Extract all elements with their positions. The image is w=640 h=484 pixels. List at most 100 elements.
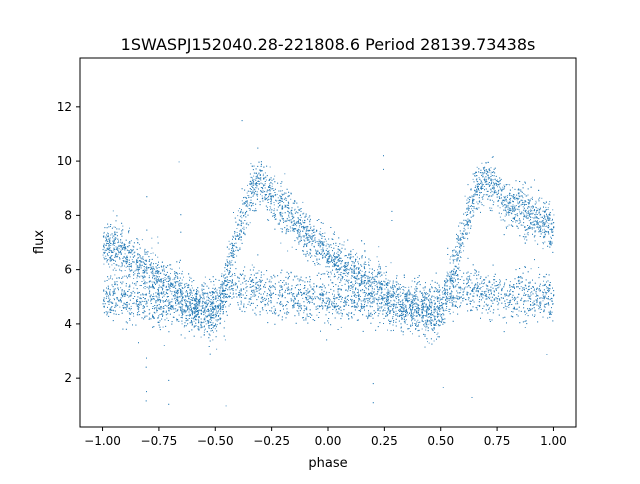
data-point	[226, 256, 228, 258]
data-point	[119, 270, 121, 271]
data-point	[174, 285, 176, 287]
data-point	[526, 215, 527, 217]
data-point	[224, 270, 226, 272]
data-point	[483, 205, 485, 207]
data-point	[149, 290, 151, 292]
data-point	[280, 228, 282, 230]
data-point	[502, 186, 504, 188]
data-point	[499, 198, 501, 199]
data-point	[224, 320, 226, 322]
data-point	[157, 279, 158, 281]
data-point	[232, 235, 234, 237]
data-point	[266, 197, 268, 199]
data-point	[250, 196, 252, 198]
data-point	[377, 309, 378, 311]
data-point	[175, 290, 177, 292]
data-point	[363, 264, 365, 266]
data-point	[113, 245, 115, 246]
data-point	[251, 177, 253, 179]
data-point	[111, 258, 113, 260]
data-point	[442, 303, 444, 305]
data-point	[313, 228, 315, 230]
data-point	[157, 264, 159, 266]
data-point	[526, 218, 528, 219]
data-point	[524, 238, 526, 240]
data-point	[510, 208, 512, 210]
data-point	[343, 241, 345, 243]
data-point	[524, 200, 526, 202]
data-point	[430, 312, 432, 314]
data-point	[155, 279, 157, 281]
data-point	[457, 237, 459, 239]
data-point	[145, 263, 147, 265]
data-point	[494, 190, 496, 191]
data-point	[458, 266, 460, 268]
data-point	[493, 189, 495, 191]
data-point	[455, 251, 457, 253]
data-point	[331, 257, 333, 259]
data-point	[499, 207, 501, 209]
data-point	[136, 259, 138, 261]
data-point	[322, 249, 324, 251]
data-point	[118, 245, 120, 247]
data-point	[503, 209, 505, 211]
data-point	[372, 293, 374, 294]
data-point	[181, 279, 183, 281]
data-point	[271, 200, 272, 202]
data-point	[125, 275, 127, 277]
data-point	[120, 266, 122, 268]
data-point	[358, 273, 359, 275]
data-point	[347, 269, 349, 271]
data-point	[446, 271, 448, 273]
data-point	[267, 189, 269, 191]
data-point	[322, 244, 324, 246]
data-point	[147, 251, 149, 253]
data-point	[448, 295, 450, 297]
data-point	[363, 263, 365, 265]
data-point	[144, 251, 146, 253]
data-point	[176, 297, 178, 299]
data-point	[358, 272, 360, 274]
data-point	[364, 282, 366, 284]
data-point	[176, 289, 178, 291]
data-point	[302, 220, 303, 222]
data-point	[247, 203, 249, 205]
data-point	[473, 206, 475, 208]
data-point	[274, 212, 275, 214]
data-point	[222, 306, 224, 308]
data-point	[150, 262, 152, 264]
data-point	[163, 345, 165, 346]
data-point	[193, 298, 195, 300]
data-point	[215, 326, 217, 328]
data-point	[331, 256, 333, 258]
data-point	[344, 255, 346, 257]
data-point	[243, 231, 245, 233]
data-point	[497, 184, 499, 186]
data-point	[403, 297, 405, 299]
data-point	[222, 288, 224, 290]
data-point	[279, 204, 281, 206]
data-point	[103, 246, 105, 247]
data-point	[470, 188, 472, 190]
data-point	[184, 305, 186, 306]
data-point	[288, 216, 290, 218]
data-point	[254, 193, 256, 195]
data-point	[335, 245, 337, 246]
data-point	[319, 253, 320, 254]
data-point	[426, 313, 428, 315]
data-point	[215, 301, 217, 303]
data-point	[109, 237, 111, 239]
data-point	[373, 270, 375, 272]
data-point	[140, 275, 142, 277]
data-point	[363, 266, 365, 268]
data-point	[371, 290, 373, 292]
data-point	[265, 179, 267, 181]
data-point	[339, 267, 341, 269]
data-point	[405, 315, 407, 316]
data-point	[356, 282, 358, 284]
data-point	[314, 255, 316, 257]
data-point	[312, 261, 314, 262]
data-point	[170, 273, 171, 274]
data-point	[308, 234, 310, 236]
data-point	[476, 183, 478, 185]
